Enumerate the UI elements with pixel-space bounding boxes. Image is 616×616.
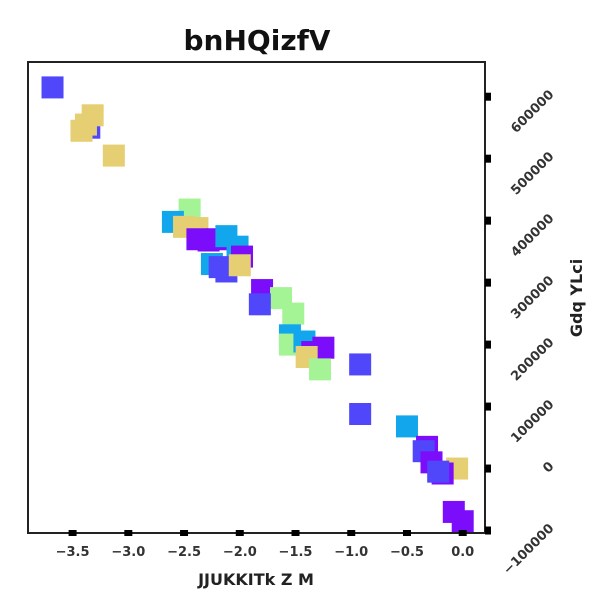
y-tick-mark [485,464,491,473]
x-tick-mark [347,530,356,536]
y-tick-label: 200000 [508,335,557,384]
plot-area [41,76,474,533]
x-tick-mark [68,530,77,536]
data-point [349,353,372,376]
y-tick-mark [485,154,491,163]
x-tick-mark [402,530,411,536]
y-tick-label: −100000 [501,521,558,578]
x-tick-mark [180,530,189,536]
x-tick-mark [235,530,244,536]
x-tick-label: −0.5 [390,545,424,560]
x-tick-mark [124,530,133,536]
data-point [282,302,305,325]
y-tick-label: 300000 [508,273,557,322]
x-tick-label: −3.0 [111,545,145,560]
y-tick-mark [485,340,491,349]
y-tick-label: 100000 [508,397,557,446]
x-tick-label: −2.5 [167,545,201,560]
x-axis: −3.5 −3.0 −2.5 −2.0 −1.5 −1.0 −0.5 0.0 [56,530,474,560]
y-tick-mark [485,402,491,411]
x-tick-mark [458,530,467,536]
data-point [349,403,372,426]
x-tick-label: −1.0 [334,545,368,560]
y-tick-label: 0 [540,459,557,476]
x-tick-label: −3.5 [56,545,90,560]
y-axis-label: Gdq YLci [567,259,586,337]
data-point [395,415,418,438]
data-point [309,358,332,381]
y-tick-mark [485,526,491,535]
y-tick-label: 600000 [508,87,557,136]
data-point [451,510,474,533]
y-tick-mark [485,92,491,101]
data-point [41,76,64,99]
y-tick-label: 500000 [508,149,557,198]
chart-title: bnHQizfV [184,24,331,57]
y-axis: −100000 0 100000 200000 300000 400000 500000 60… [485,87,557,578]
y-tick-mark [485,278,491,287]
x-tick-label: 0.0 [451,545,474,560]
x-tick-label: −1.5 [279,545,313,560]
data-point [228,254,251,277]
x-axis-label: JJUKKITk Z M [197,570,314,589]
x-tick-mark [291,530,300,536]
data-point [102,144,125,167]
plot-frame [27,61,486,534]
data-point [70,119,93,142]
x-tick-label: −2.0 [223,545,257,560]
y-tick-mark [485,216,491,225]
y-tick-label: 400000 [508,211,557,260]
data-point [427,460,450,483]
data-point [248,293,271,316]
data-point [178,198,201,221]
